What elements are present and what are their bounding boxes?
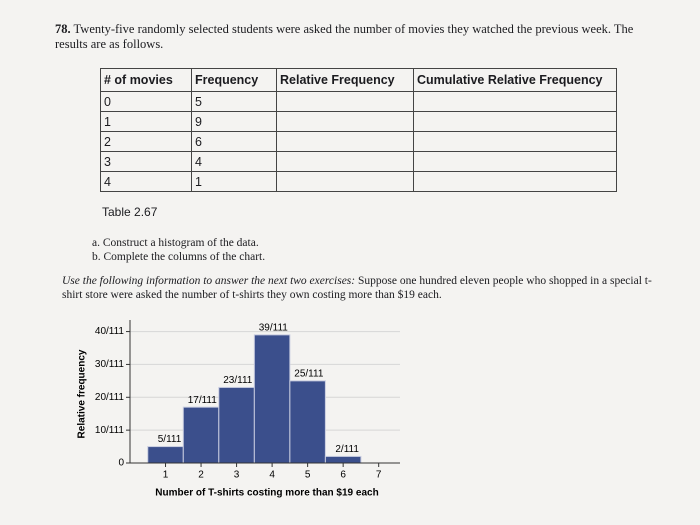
table-cell: 0	[100, 91, 192, 112]
problem: 78. Twenty-five randomly selected studen…	[55, 22, 655, 52]
chart: 0 10/111 20/111 30/111 40/111 5/111 17/111 23/1…	[77, 320, 400, 499]
y-tick-label: 20/111	[95, 392, 125, 403]
x-tick-label: 3	[234, 470, 240, 481]
y-axis-label: Relative frequency	[77, 349, 88, 438]
y-tick-label: 40/111	[95, 326, 125, 337]
info: Use the following information to answer …	[62, 274, 652, 302]
table-cell: 2	[100, 131, 192, 152]
bar	[289, 380, 326, 464]
parts: a. Construct a histogram of the data. b. …	[92, 236, 265, 264]
table-cell: 6	[191, 131, 277, 152]
x-tick-label: 2	[198, 470, 204, 481]
bar	[218, 386, 255, 464]
value-label: 5/111	[158, 434, 182, 445]
empty-cell	[413, 111, 617, 132]
empty-cell	[276, 131, 414, 152]
x-axis-label: Number of T-shirts costing more than $19…	[155, 488, 378, 499]
table-caption: Table 2.67	[102, 205, 158, 219]
empty-cell	[276, 171, 414, 192]
empty-cell	[276, 111, 414, 132]
part: a. Construct a histogram of the data.	[92, 237, 259, 249]
table-cell: 1	[191, 171, 277, 192]
bar	[147, 446, 184, 464]
x-tick-label: 5	[305, 470, 311, 481]
info-lead: Use the following information to answer …	[62, 275, 356, 287]
y-tick-label: 0	[118, 458, 124, 469]
y-tick-label: 10/111	[95, 425, 125, 436]
table-cell: 4	[191, 151, 277, 172]
table-cell: 9	[191, 111, 277, 132]
header-cell: Cumulative Relative Frequency	[413, 68, 617, 92]
empty-cell	[276, 151, 414, 172]
empty-cell	[413, 151, 617, 172]
empty-cell	[413, 91, 617, 112]
header-row: # of movies Frequency Relative Frequency Cu…	[100, 68, 617, 92]
value-label: 2/111	[335, 444, 359, 455]
x-tick-label: 6	[340, 470, 346, 481]
empty-cell	[413, 131, 617, 152]
data-table: # of movies Frequency Relative Frequency Cu…	[100, 68, 617, 192]
value-label: 23/111	[223, 375, 253, 386]
bar	[182, 406, 220, 464]
value-label: 25/111	[294, 368, 324, 379]
bar	[324, 455, 362, 464]
header-cell: # of movies	[100, 68, 192, 92]
info-text: Suppose one hundred eleven people who sh…	[62, 275, 652, 301]
table-cell: 3	[100, 151, 192, 172]
value-label: 39/111	[259, 322, 289, 333]
problem-text: Twenty-five randomly selected students w…	[55, 22, 634, 51]
table-cell: 4	[100, 171, 192, 192]
problem-number: 78.	[55, 22, 71, 36]
x-tick-label: 7	[376, 470, 382, 481]
table-cell: 5	[191, 91, 277, 112]
table-cell: 1	[100, 111, 192, 132]
empty-cell	[276, 91, 414, 112]
part: b. Complete the columns of the chart.	[92, 251, 266, 263]
x-tick-label: 1	[163, 470, 169, 481]
header-cell: Frequency	[191, 68, 277, 92]
empty-cell	[413, 171, 617, 192]
x-tick-label: 4	[269, 470, 275, 481]
value-label: 17/111	[188, 395, 218, 406]
y-tick-label: 30/111	[95, 359, 125, 370]
bar	[253, 334, 291, 464]
header-cell: Relative Frequency	[276, 68, 414, 92]
